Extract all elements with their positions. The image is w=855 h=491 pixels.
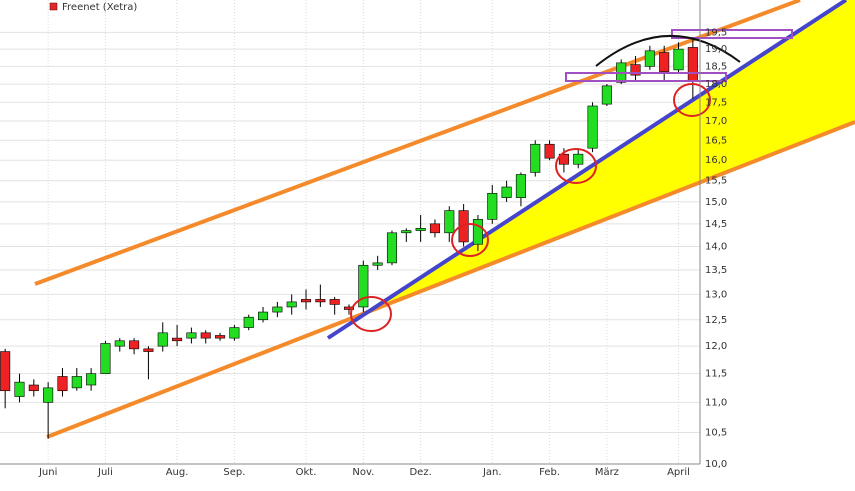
candle-body	[573, 153, 584, 165]
y-tick-label: 11,0	[705, 397, 727, 408]
candle-body	[272, 306, 283, 313]
y-tick-label: 16,0	[705, 155, 727, 166]
x-tick-label: Juli	[97, 467, 113, 478]
candle-body	[100, 343, 111, 374]
candle-body	[157, 332, 168, 347]
candle-body	[57, 376, 68, 392]
candle-body	[372, 262, 383, 266]
candle-body	[630, 64, 641, 76]
candle-body	[0, 351, 11, 392]
candle-body	[172, 337, 183, 342]
candle-body	[243, 316, 254, 328]
y-tick-label: 10,0	[705, 459, 727, 470]
upper-channel	[34, 0, 801, 286]
candle-body	[143, 348, 154, 352]
candle-body	[429, 223, 440, 234]
x-tick-label: Sep.	[223, 467, 245, 478]
candle-body	[186, 332, 197, 339]
circle	[555, 148, 597, 184]
y-tick-label: 14,5	[705, 219, 727, 230]
candle-body	[229, 327, 240, 339]
candle-body	[14, 381, 25, 397]
y-tick-label: 18,0	[705, 79, 727, 90]
x-tick-label: Jan.	[482, 467, 502, 478]
candle-body	[114, 340, 125, 347]
y-tick-label: 19,0	[705, 44, 727, 55]
candle-body	[501, 186, 512, 198]
y-tick-label: 17,5	[705, 97, 727, 108]
candle-body	[86, 373, 97, 386]
candle-body	[515, 174, 526, 198]
candle-body	[444, 210, 455, 234]
candle-body	[687, 47, 698, 81]
candle-body	[315, 299, 326, 303]
y-tick-label: 13,0	[705, 289, 727, 300]
candles	[0, 38, 698, 439]
trend-line	[326, 0, 848, 340]
legend-swatch	[49, 2, 58, 11]
y-tick-label: 15,5	[705, 176, 727, 187]
circle	[673, 83, 711, 117]
candle-body	[673, 48, 684, 71]
candle-body	[28, 384, 39, 392]
candle-body	[343, 306, 355, 310]
candle-body	[43, 387, 54, 403]
candle-body	[530, 143, 541, 173]
candle-body	[472, 219, 483, 245]
candle-body	[601, 85, 612, 105]
candle-body	[129, 340, 140, 350]
y-tick-label: 17,0	[705, 116, 727, 127]
y-tick-label: 19,5	[705, 27, 727, 38]
y-tick-label: 15,0	[705, 197, 727, 208]
support-box	[565, 72, 727, 82]
x-tick-label: Aug.	[166, 467, 189, 478]
y-tick-label: 13,5	[705, 265, 727, 276]
legend-label: Freenet (Xetra)	[62, 2, 137, 13]
candle-body	[71, 376, 82, 389]
candle-body	[558, 153, 569, 165]
y-tick-label: 12,5	[705, 315, 727, 326]
x-tick-label: Juni	[38, 467, 57, 478]
candle-body	[587, 105, 598, 149]
circle	[451, 223, 489, 257]
x-tick-label: Dez.	[409, 467, 431, 478]
candle-body	[200, 332, 211, 339]
y-tick-label: 11,5	[705, 369, 727, 380]
candle-body	[286, 301, 297, 308]
top-arc	[595, 35, 741, 67]
lower-channel	[46, 120, 855, 439]
x-tick-label: April	[667, 467, 690, 478]
x-tick-label: Feb.	[539, 467, 560, 478]
candle-body	[659, 52, 670, 72]
x-tick-label: Okt.	[296, 467, 317, 478]
candle-body	[487, 193, 498, 220]
y-tick-label: 16,5	[705, 135, 727, 146]
candle-body	[258, 311, 269, 321]
x-tick-label: Nov.	[352, 467, 374, 478]
resistance-box	[671, 29, 793, 39]
y-tick-label: 18,5	[705, 61, 727, 72]
candle-body	[329, 299, 340, 305]
candle-body	[401, 230, 412, 234]
candle-body	[386, 232, 398, 264]
candle-body	[544, 143, 555, 159]
circle	[350, 296, 392, 332]
x-tick-label: März	[595, 467, 619, 478]
candle-body	[415, 228, 426, 231]
y-tick-label: 10,5	[705, 427, 727, 438]
y-tick-label: 14,0	[705, 242, 727, 253]
candle-body	[215, 335, 226, 339]
candle-body	[644, 50, 655, 67]
candle-body	[358, 264, 369, 308]
y-tick-label: 12,0	[705, 341, 727, 352]
candle-body	[300, 299, 312, 303]
grid	[0, 0, 700, 465]
